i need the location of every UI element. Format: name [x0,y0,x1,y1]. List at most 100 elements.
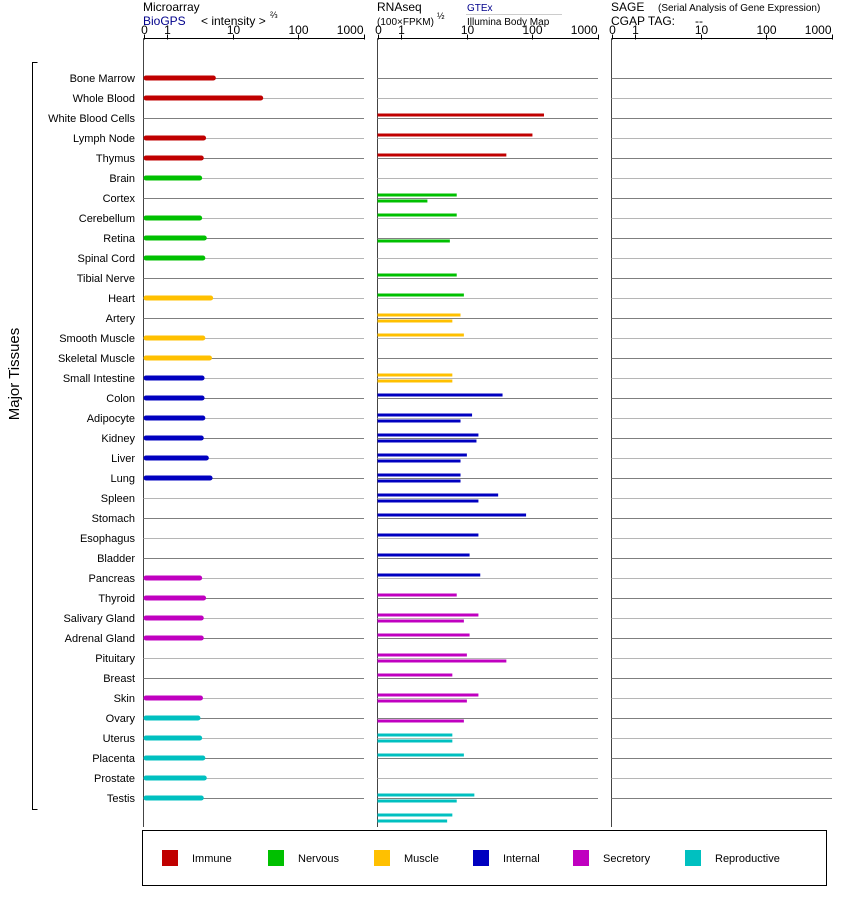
sage-subtitle: (Serial Analysis of Gene Expression) [658,3,820,14]
rnaseq-gtex-bar [377,293,464,297]
microarray-tick-label: 100 [288,23,308,37]
rnaseq-gtex-bar [377,393,503,397]
rnaseq-bodymap-bar [377,799,457,803]
tissue-label: Colon [106,393,135,405]
rnaseq-gtex-bar [377,653,467,657]
rnaseq-gtex-bar [377,593,457,597]
rnaseq-gtex-bar [377,153,507,157]
tissue-label: Uterus [103,733,136,745]
rnaseq-bodymap-bar [377,619,464,623]
sage-tick-label: 1 [632,23,639,37]
tissue-label: Cortex [103,193,136,205]
microarray-bar [143,475,213,481]
microarray-bar [143,395,205,401]
rnaseq-gtex-bar [377,453,467,457]
microarray-bar [143,95,264,101]
tissue-group-bracket [32,62,38,810]
legend-label-secretory: Secretory [603,853,651,865]
legend-label-immune: Immune [192,853,232,865]
microarray-bar [143,135,207,141]
microarray-title: Microarray [143,0,200,14]
microarray-tick-label: 1 [164,23,171,37]
microarray-tick-label: 0 [141,23,148,37]
rnaseq-bodymap-bar [377,239,450,243]
legend-box [142,830,827,886]
legend-swatch-secretory [573,850,589,866]
rnaseq-bodymap-bar [377,719,464,723]
tissue-label: Brain [109,173,135,185]
tissue-label: Tibial Nerve [77,273,135,285]
microarray-bar [143,335,206,341]
rnaseq-bodymap-bar [377,499,479,503]
microarray-tick-label: 10 [227,23,241,37]
rnaseq-gtex-bar [377,673,453,677]
microarray-exponent: ⅔ [270,10,278,20]
sage-tick-label: 1000 [805,23,832,37]
microarray-bar [143,375,205,381]
microarray-bar [143,795,204,801]
microarray-bar [143,715,201,721]
rnaseq-bodymap-bar [377,319,453,323]
rnaseq-gtex-bar [377,533,479,537]
sage-tick-label: 100 [756,23,776,37]
tissue-label: Liver [111,453,135,465]
rnaseq-bodymap-bar [377,199,428,203]
rnaseq-tick-label: 0 [375,23,382,37]
microarray-bar [143,455,209,461]
tissue-label: Breast [103,673,135,685]
rnaseq-bodymap-bar [377,459,461,463]
rnaseq-gtex-bar [377,693,479,697]
rnaseq-bodymap-bar [377,479,461,483]
microarray-bar [143,635,204,641]
tissue-label: Bladder [97,553,135,565]
tissue-label: Pancreas [89,573,136,585]
legend-label-internal: Internal [503,853,540,865]
tissue-label: Lymph Node [73,133,135,145]
legend-label-nervous: Nervous [298,853,339,865]
tissue-label: Smooth Muscle [59,333,135,345]
microarray-bar [143,775,207,781]
microarray-units: < intensity > [201,14,266,28]
microarray-bar [143,355,212,361]
legend-swatch-reproductive [685,850,701,866]
microarray-bar [143,615,204,621]
microarray-bar [143,595,207,601]
rnaseq-gtex-bar [377,273,457,277]
tissue-label: Cerebellum [79,213,135,225]
rnaseq-gtex-bar [377,413,473,417]
rnaseq-tick-label: 10 [461,23,475,37]
microarray-source: BioGPS [143,14,186,28]
rnaseq-gtex-bar [377,193,457,197]
tissue-label: Placenta [92,753,136,765]
legend-label-muscle: Muscle [404,853,439,865]
tissue-label: Salivary Gland [63,613,135,625]
microarray-bar [143,255,206,261]
rnaseq-bodymap-bar [377,659,507,663]
tissue-label: Retina [103,233,136,245]
tissue-label: Heart [108,293,135,305]
rnaseq-gtex-bar [377,473,461,477]
tissue-group-label: Major Tissues [6,328,23,421]
rnaseq-gtex-bar [377,213,457,217]
tissue-label: Pituitary [95,653,135,665]
rnaseq-source-gtex: GTEx [467,3,493,14]
legend-label-reproductive: Reproductive [715,853,780,865]
rnaseq-gtex-bar [377,493,499,497]
microarray-bar [143,435,204,441]
rnaseq-gtex-bar [377,333,464,337]
tissue-label: Spleen [101,493,135,505]
microarray-bar [143,215,203,221]
microarray-bar [143,155,204,161]
rnaseq-gtex-bar [377,793,475,797]
tissue-label: Whole Blood [73,93,135,105]
microarray-bar [143,575,203,581]
sage-tag-label: CGAP TAG: [611,14,675,28]
rnaseq-gtex-bar [377,133,533,137]
rnaseq-gtex-bar [377,573,481,577]
tissue-label: White Blood Cells [48,113,135,125]
rnaseq-gtex-bar [377,433,479,437]
tissue-label: Esophagus [80,533,136,545]
microarray-bar [143,75,216,81]
microarray-bar [143,695,203,701]
